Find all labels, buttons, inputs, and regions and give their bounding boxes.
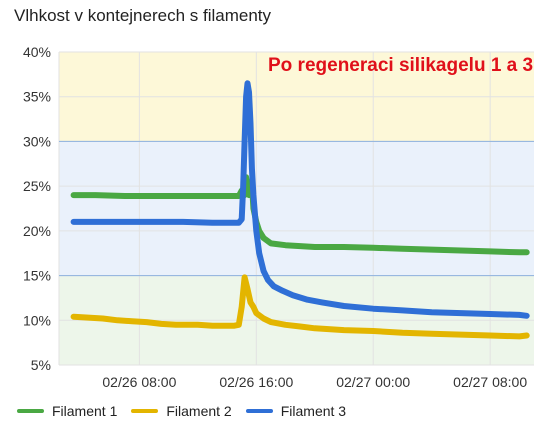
x-tick-label: 02/26 08:00 [102, 374, 176, 390]
legend-item-filament-2[interactable]: Filament 2 [131, 403, 232, 419]
legend-item-filament-1[interactable]: Filament 1 [17, 403, 117, 419]
x-tick-label: 02/27 00:00 [336, 374, 410, 390]
legend-label: Filament 1 [52, 403, 118, 419]
threshold-bands [59, 52, 534, 365]
legend-item-filament-3[interactable]: Filament 3 [245, 403, 347, 419]
threshold-lines [59, 140, 534, 277]
chart-title: Vlhkost v kontejnerech s filamenty [14, 6, 272, 25]
legend-label: Filament 3 [280, 403, 347, 419]
series-line-filament-2[interactable] [70, 274, 530, 340]
series-lines [70, 80, 530, 340]
y-tick-label: 30% [23, 133, 51, 149]
y-tick-label: 10% [23, 312, 51, 328]
y-tick-label: 20% [23, 223, 51, 239]
y-tick-label: 25% [23, 178, 51, 194]
band-1 [59, 141, 534, 276]
legend-swatch [245, 409, 273, 413]
y-axis-ticks: 40% 35% 30% 25% 20% 15% 10% 5% [23, 44, 51, 373]
legend-swatch [17, 409, 44, 413]
line-chart[interactable]: 40%35%30%25%20%15%10%5% 02/26 08:00 02/26… [0, 0, 546, 400]
y-tick-label: 15% [23, 268, 51, 284]
y-tick-label: 35% [23, 89, 51, 105]
series-line-filament-3[interactable] [70, 80, 530, 319]
x-tick-label: 02/26 16:00 [219, 374, 293, 390]
y-tick-label: 40% [23, 44, 51, 60]
chart-legend: Filament 1 Filament 2 Filament 3 [17, 403, 346, 419]
x-axis-ticks: 02/26 08:00 02/26 16:00 02/27 00:00 02/27 0… [102, 374, 527, 390]
chart-annotation: Po regeneraci silikagelu 1 a 3 [268, 55, 533, 76]
x-tick-label: 02/27 08:00 [453, 374, 527, 390]
legend-label: Filament 2 [166, 403, 232, 419]
legend-swatch [131, 409, 159, 413]
y-tick-label: 5% [31, 357, 51, 373]
